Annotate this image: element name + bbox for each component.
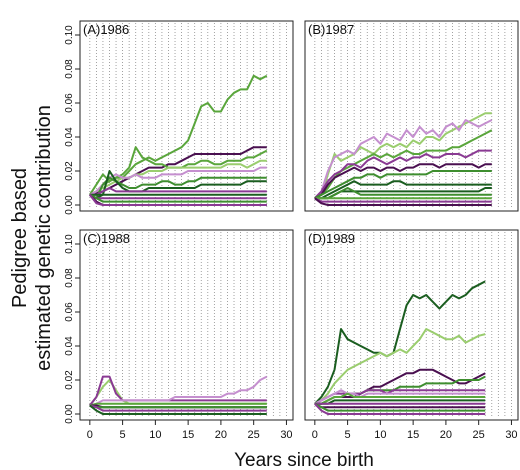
- y-axis-label-line1: Pedigree based: [9, 168, 31, 308]
- series-line-8: [314, 399, 486, 405]
- series-line-4: [89, 402, 267, 407]
- series-line-12: [314, 197, 492, 206]
- series-line-7: [314, 392, 486, 405]
- series-line-5: [89, 166, 267, 196]
- series-line-12: [314, 403, 486, 415]
- panel-frame: [304, 20, 519, 212]
- x-tick-label: 30: [280, 429, 292, 441]
- series-line-3: [314, 129, 493, 200]
- series-line-9: [314, 187, 492, 200]
- x-tick-label: 5: [345, 429, 351, 441]
- series-line-4: [89, 159, 267, 196]
- series-line-5: [314, 163, 492, 200]
- series-line-13: [89, 194, 267, 206]
- series-line-4: [314, 149, 492, 199]
- series-line-7: [89, 170, 267, 200]
- y-tick-label: 0.06: [64, 93, 75, 113]
- x-tick-label: 30: [505, 429, 517, 441]
- series-line-2: [89, 375, 267, 407]
- x-tick-label: 10: [374, 429, 386, 441]
- panel-title: (D)1989: [308, 231, 355, 246]
- x-tick-label: 15: [182, 429, 194, 441]
- y-tick-label: 0.08: [64, 268, 75, 288]
- x-tick-label: 0: [87, 429, 93, 441]
- x-tick-label: 20: [215, 429, 227, 441]
- series-line-10: [314, 402, 486, 409]
- y-tick-label: 0.04: [64, 127, 75, 147]
- panel-title: (C)1988: [83, 231, 130, 246]
- panel-frame: [79, 229, 294, 421]
- panel-d: (D)1989 0 5 10 15 20 25 30: [304, 229, 519, 441]
- y-tick-label: 0.10: [64, 234, 75, 254]
- series-line-3: [314, 368, 486, 405]
- series-line-3: [89, 375, 268, 407]
- series-line-10: [89, 193, 267, 200]
- y-tick-label: 0.08: [64, 59, 75, 79]
- x-tick-label: 25: [473, 429, 485, 441]
- panel-title: (B)1987: [308, 22, 354, 37]
- x-tick-label: 0: [312, 429, 318, 441]
- series-line-6: [314, 170, 492, 200]
- series-line-11: [89, 193, 267, 203]
- x-axis-label: Years since birth: [234, 450, 374, 470]
- panel-a: (A)1986 0.00 0.02 0.04 0.06 0.08 0.10: [64, 20, 294, 215]
- x-tick-label: 10: [149, 429, 161, 441]
- panel-frame: [304, 229, 519, 421]
- x-tick-label: 20: [440, 429, 452, 441]
- series-line-8: [89, 404, 267, 412]
- x-tick-label: 15: [407, 429, 419, 441]
- y-tick-label: 0.04: [64, 336, 75, 356]
- series-line-2: [314, 119, 493, 199]
- series-line-1: [89, 74, 268, 196]
- series-line-11: [314, 197, 492, 203]
- x-tick-label: 25: [248, 429, 260, 441]
- series-line-6: [89, 176, 267, 200]
- series-line-8: [89, 187, 267, 196]
- series-line-7: [89, 404, 267, 409]
- panel-title: (A)1986: [83, 22, 129, 37]
- panel-c: (C)1988 0.00 0.02 0.04 0.06 0.08 0.10 0 5 10 15 20 2…: [64, 229, 294, 441]
- y-tick-label: 0.10: [64, 25, 75, 45]
- y-tick-label: 0.02: [64, 161, 75, 181]
- y-tick-label: 0.02: [64, 370, 75, 390]
- x-tick-label: 5: [120, 429, 126, 441]
- series-line-6: [314, 389, 486, 405]
- y-tick-label: 0.00: [64, 404, 75, 424]
- series-line-9: [89, 404, 267, 415]
- series-line-2: [314, 328, 486, 405]
- series-line-11: [314, 402, 486, 412]
- series-line-5: [314, 389, 486, 405]
- panel-b: (B)1987: [304, 20, 519, 212]
- series-line-1: [314, 280, 486, 405]
- y-axis-label-line2: estimated genetic contribution: [33, 105, 55, 371]
- series-line-8: [314, 187, 492, 200]
- panel-frame: [79, 20, 294, 212]
- y-tick-label: 0.06: [64, 302, 75, 322]
- y-tick-label: 0.00: [64, 195, 75, 215]
- series-line-7: [314, 180, 492, 200]
